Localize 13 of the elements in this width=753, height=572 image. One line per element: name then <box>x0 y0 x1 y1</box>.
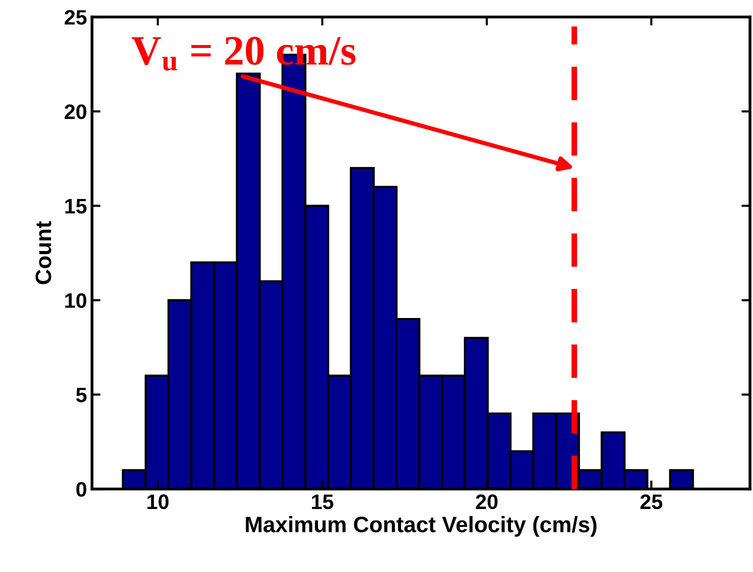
x-axis-title: Maximum Contact Velocity (cm/s) <box>246 516 596 537</box>
y-tick-label: 10 <box>65 293 86 308</box>
y-tick-label: 15 <box>65 199 87 214</box>
x-tick-label: 25 <box>640 494 662 510</box>
y-tick-label: 0 <box>76 482 86 497</box>
y-tick-label: 25 <box>64 10 87 25</box>
y-tick-label: 20 <box>64 104 86 120</box>
x-tick-label: 20 <box>476 494 498 510</box>
y-axis-title: Count <box>36 221 52 284</box>
x-tick-label: 10 <box>148 494 169 510</box>
annotation: V$_{u}$ = 20 cm/s <box>132 36 356 71</box>
x-tick-label: 15 <box>312 494 334 510</box>
y-tick-label: 5 <box>76 388 87 402</box>
